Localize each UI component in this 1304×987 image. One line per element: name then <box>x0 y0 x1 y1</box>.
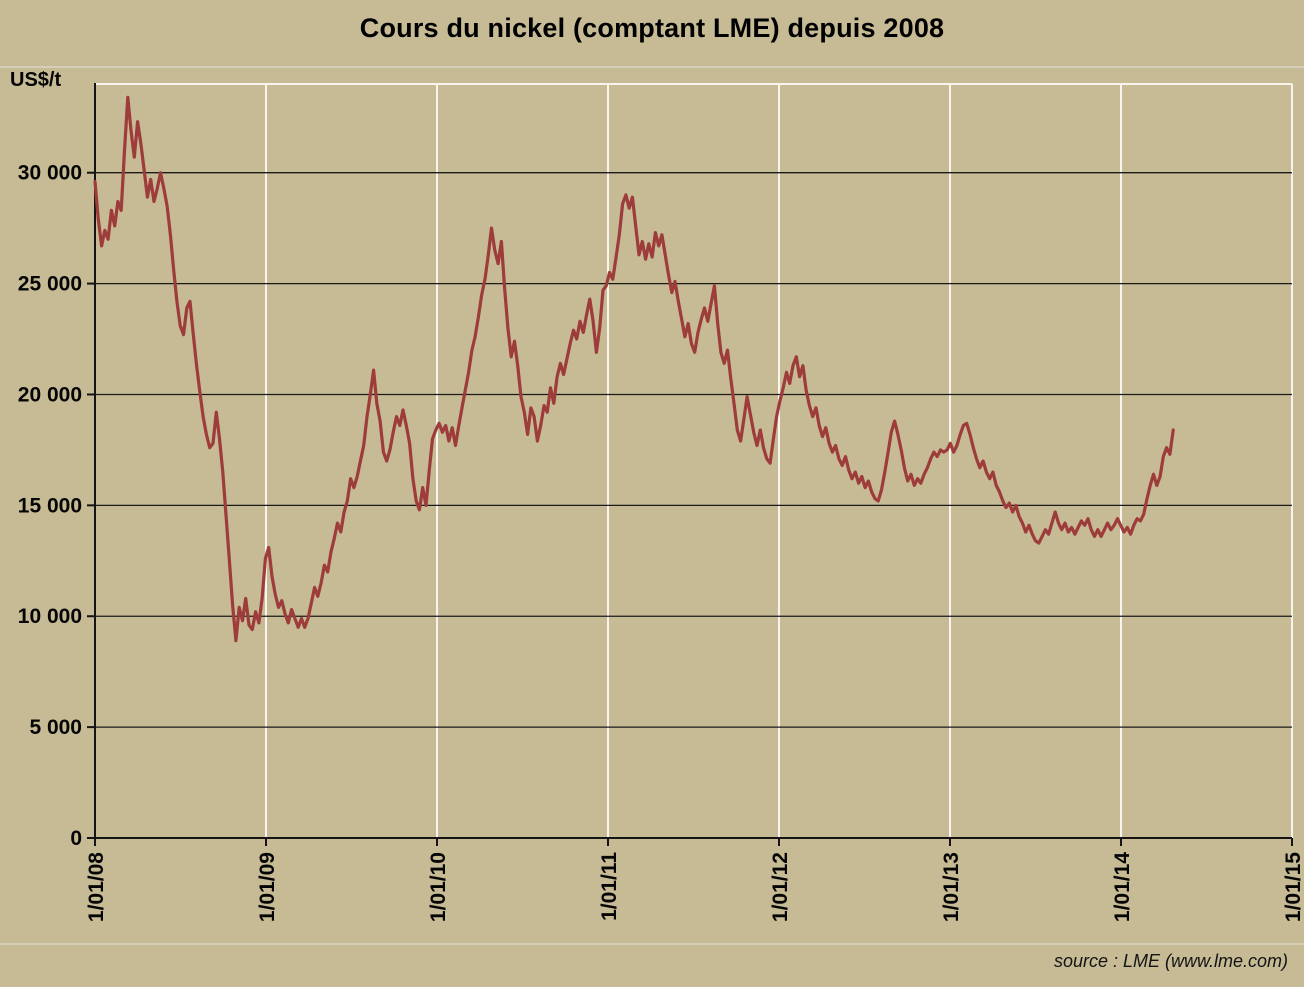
chart-title: Cours du nickel (comptant LME) depuis 20… <box>359 13 945 43</box>
x-tick-label: 1/01/10 <box>427 852 450 922</box>
source-caption: source : LME (www.lme.com) <box>1053 951 1288 971</box>
x-tick-label: 1/01/15 <box>1282 852 1304 922</box>
y-axis-unit-label: US$/t <box>10 69 62 91</box>
x-tick-label: 1/01/09 <box>256 852 279 922</box>
x-tick-label: 1/01/13 <box>940 852 963 922</box>
y-tick-label: 10 000 <box>18 605 82 628</box>
y-tick-label: 5 000 <box>29 716 82 739</box>
y-tick-label: 20 000 <box>18 383 82 406</box>
x-tick-label: 1/01/12 <box>769 852 792 922</box>
x-tick-label: 1/01/11 <box>598 852 621 921</box>
x-tick-label: 1/01/14 <box>1111 852 1134 922</box>
x-tick-label: 1/01/08 <box>85 852 108 922</box>
y-tick-label: 30 000 <box>18 162 82 185</box>
price-line <box>93 95 1175 643</box>
y-tick-label: 15 000 <box>18 494 82 517</box>
y-tick-label: 0 <box>70 827 82 850</box>
y-tick-label: 25 000 <box>18 273 82 296</box>
